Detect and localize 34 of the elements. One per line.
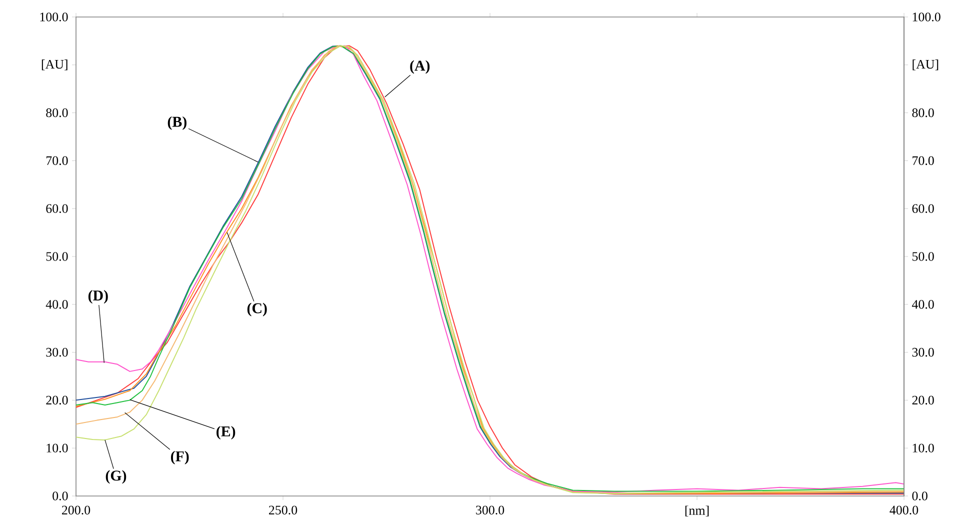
- x-tick-label: 250.0: [269, 506, 298, 515]
- y2-tick-label: 70.0: [912, 156, 934, 166]
- annotation: (A): [410, 60, 430, 74]
- y-tick-label: 10.0: [46, 444, 68, 452]
- y2-tick-label: 40.0: [912, 300, 934, 309]
- x-tick-label: 400.0: [890, 506, 918, 515]
- y-tick-label: [AU]: [42, 60, 68, 70]
- y-tick-label: 20.0: [46, 396, 68, 405]
- y-tick-label: 50.0: [46, 252, 68, 261]
- y-tick-label: 70.0: [46, 156, 68, 166]
- y-tick-label: 80.0: [46, 108, 68, 118]
- y-tick-label: 100.0: [40, 12, 68, 22]
- annotation: (D): [88, 290, 108, 304]
- y2-tick-label: 0.0: [912, 492, 928, 500]
- x-tick-label: 300.0: [476, 506, 504, 515]
- y2-tick-label: 50.0: [912, 252, 934, 261]
- annotation: (G): [106, 470, 126, 484]
- y-tick-label: 0.0: [52, 492, 68, 500]
- x-tick-label: [nm]: [685, 506, 709, 516]
- y2-tick-label: 10.0: [912, 444, 934, 452]
- y2-tick-label: 20.0: [912, 396, 934, 405]
- y-tick-label: 30.0: [46, 348, 68, 357]
- y2-tick-label: 80.0: [912, 108, 934, 118]
- y-tick-label: 40.0: [46, 300, 68, 309]
- annotation: (F): [170, 450, 189, 464]
- y-tick-label: 60.0: [46, 204, 68, 213]
- y2-tick-label: 100.0: [912, 12, 940, 22]
- y2-tick-label: [AU]: [912, 60, 938, 70]
- annotation: (C): [247, 302, 267, 316]
- annotation: (E): [216, 426, 236, 440]
- y2-tick-label: 60.0: [912, 204, 934, 213]
- annotation: (B): [168, 116, 186, 130]
- x-tick-label: 200.0: [62, 506, 90, 515]
- y2-tick-label: 30.0: [912, 348, 934, 357]
